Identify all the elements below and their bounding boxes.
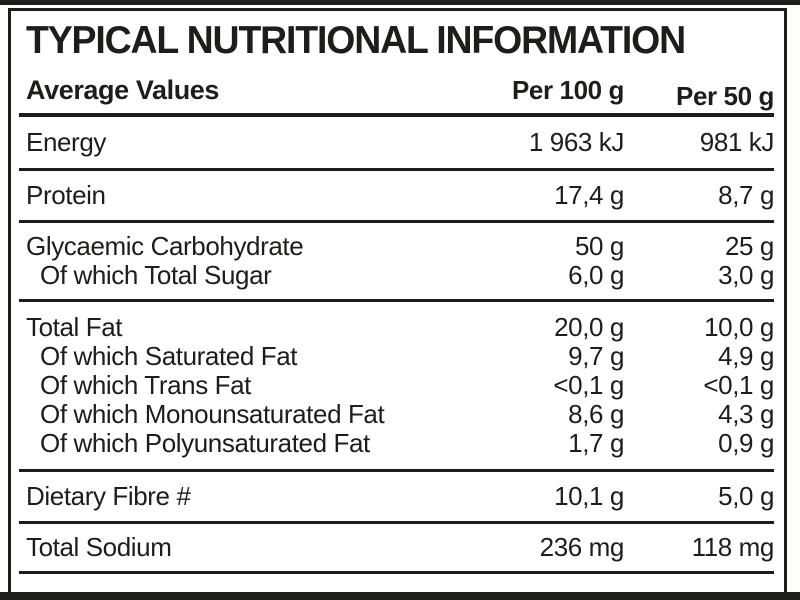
row-label: Total Fat (26, 311, 123, 342)
value-per-100g: 1,7 g (568, 427, 624, 458)
column-header-per-50g: Per 50 g (676, 81, 774, 111)
table-row-total-sugar: Of which Total Sugar 6,0 g 3,0 g (11, 259, 784, 290)
column-header-average-values: Average Values (26, 75, 220, 105)
top-edge-decoration (0, 0, 800, 5)
header-divider (19, 113, 774, 117)
row-label: Of which Total Sugar (40, 259, 272, 290)
table-header-row: Average Values Per 100 g Per 50 g (26, 75, 774, 111)
section-divider (19, 520, 774, 524)
table-row-dietary-fibre: Dietary Fibre # 10,1 g 5,0 g (11, 480, 784, 511)
bottom-edge-decoration (0, 592, 800, 600)
value-per-100g: 50 g (574, 230, 624, 261)
table-row-total-fat: Total Fat 20,0 g 10,0 g (11, 311, 784, 342)
value-per-100g: <0,1 g (553, 369, 624, 400)
row-label: Dietary Fibre # (26, 480, 191, 511)
column-header-per-100g: Per 100 g (511, 75, 624, 105)
table-row-polyunsaturated-fat: Of which Polyunsaturated Fat 1,7 g 0,9 g (11, 427, 784, 458)
value-per-100g: 9,7 g (568, 340, 624, 371)
row-label: Protein (26, 179, 106, 210)
value-per-100g: 8,6 g (568, 398, 624, 429)
panel-title-text: TYPICAL NUTRITIONAL INFORMATION (26, 19, 686, 62)
value-per-50g: 4,9 g (718, 340, 774, 371)
value-per-50g: 118 mg (691, 531, 775, 562)
section-divider (19, 298, 774, 302)
value-per-100g: 6,0 g (568, 259, 624, 290)
section-divider (19, 570, 774, 574)
section-fibre: Dietary Fibre # 10,1 g 5,0 g (11, 472, 784, 521)
value-per-100g: 10,1 g (554, 480, 624, 511)
table-row-monounsaturated-fat: Of which Monounsaturated Fat 8,6 g 4,3 g (11, 398, 784, 429)
section-fat: Total Fat 20,0 g 10,0 g Of which Saturat… (11, 302, 784, 469)
value-per-50g: 4,3 g (718, 398, 774, 429)
section-protein: Protein 17,4 g 8,7 g (11, 171, 784, 220)
value-per-100g: 20,0 g (554, 311, 624, 342)
table-row-glycaemic-carbohydrate: Glycaemic Carbohydrate 50 g 25 g (11, 230, 784, 261)
table-row-energy: Energy 1 963 kJ 981 kJ (11, 126, 784, 157)
value-per-100g: 236 mg (539, 531, 625, 562)
section-divider (19, 468, 774, 472)
value-per-50g: 5,0 g (718, 480, 774, 511)
section-energy: Energy 1 963 kJ 981 kJ (11, 117, 784, 168)
nutrition-panel: TYPICAL NUTRITIONAL INFORMATION Average … (8, 8, 787, 600)
value-per-50g: 981 kJ (699, 126, 775, 157)
table-row-trans-fat: Of which Trans Fat <0,1 g <0,1 g (11, 369, 784, 400)
row-label: Energy (26, 126, 106, 157)
row-label: Of which Monounsaturated Fat (40, 398, 385, 429)
row-label: Of which Polyunsaturated Fat (40, 427, 370, 458)
value-per-50g: 0,9 g (718, 427, 774, 458)
row-label: Glycaemic Carbohydrate (26, 230, 304, 261)
table-row-saturated-fat: Of which Saturated Fat 9,7 g 4,9 g (11, 340, 784, 371)
value-per-50g: 25 g (724, 230, 774, 261)
row-label: Of which Saturated Fat (40, 340, 298, 371)
row-label: Of which Trans Fat (40, 369, 251, 400)
row-label: Total Sodium (26, 531, 172, 562)
value-per-100g: 1 963 kJ (528, 126, 624, 157)
section-carbohydrate: Glycaemic Carbohydrate 50 g 25 g Of whic… (11, 223, 784, 299)
value-per-50g: 8,7 g (718, 179, 774, 210)
table-row-protein: Protein 17,4 g 8,7 g (11, 179, 784, 210)
value-per-50g: 3,0 g (718, 259, 774, 290)
section-sodium: Total Sodium 236 mg 118 mg (11, 524, 784, 571)
table-row-total-sodium: Total Sodium 236 mg 118 mg (11, 531, 784, 562)
value-per-100g: 17,4 g (554, 179, 624, 210)
section-divider (19, 219, 774, 223)
section-divider (19, 167, 774, 171)
panel-title: TYPICAL NUTRITIONAL INFORMATION (26, 20, 769, 62)
value-per-50g: 10,0 g (704, 311, 774, 342)
value-per-50g: <0,1 g (703, 369, 774, 400)
